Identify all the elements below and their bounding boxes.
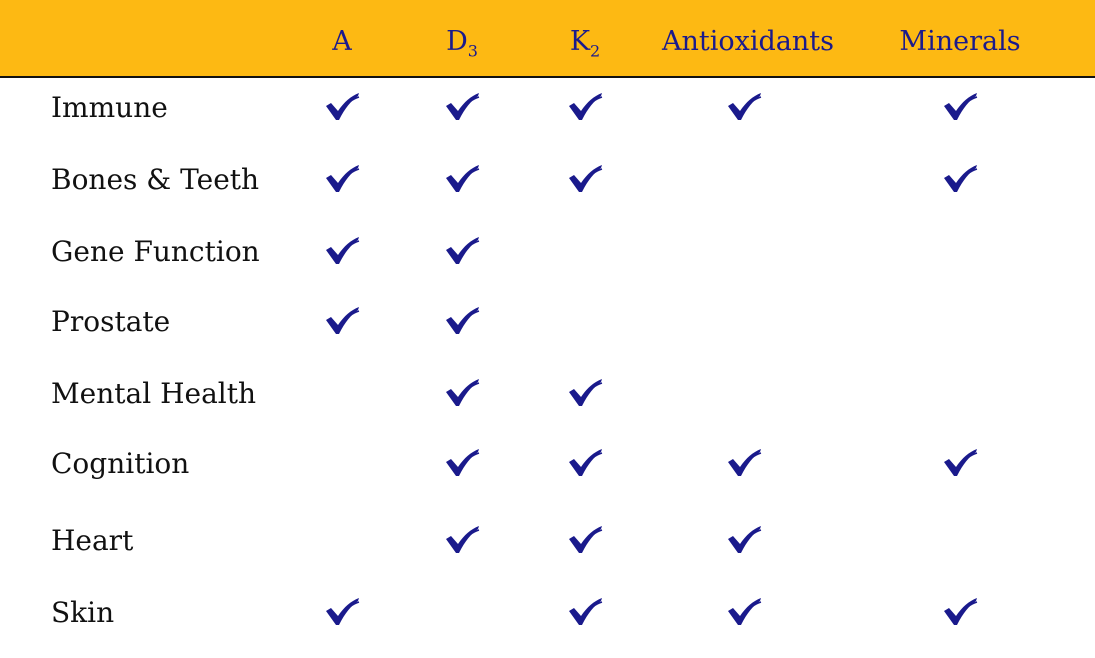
table-row: Immune [0, 88, 1095, 128]
checkmark-icon [567, 597, 603, 627]
table-row: Skin [0, 593, 1095, 633]
table-row: Prostate [0, 302, 1095, 342]
checkmark-icon [942, 597, 978, 627]
row-label: Heart [51, 524, 134, 557]
checkmark-icon [567, 448, 603, 478]
checkmark-icon [324, 164, 360, 194]
checkmark-icon [567, 164, 603, 194]
column-header-label: A [332, 26, 352, 57]
checkmark-icon [444, 236, 480, 266]
table-header: A D3 K2 Antioxidants Minerals [0, 0, 1095, 78]
column-header-label: Minerals [899, 26, 1021, 57]
table-row: Bones & Teeth [0, 160, 1095, 200]
checkmark-icon [324, 92, 360, 122]
checkmark-icon [444, 164, 480, 194]
column-header-label: K [569, 26, 590, 57]
checkmark-icon [726, 525, 762, 555]
column-header: A [332, 26, 352, 57]
column-header-subscript: 3 [467, 41, 478, 61]
column-header-label: D [446, 26, 468, 57]
table-row: Mental Health [0, 374, 1095, 414]
checkmark-icon [942, 448, 978, 478]
column-header: Minerals [899, 26, 1020, 57]
checkmark-icon [324, 236, 360, 266]
row-label: Skin [51, 596, 115, 629]
row-label: Mental Health [51, 377, 256, 410]
checkmark-icon [567, 525, 603, 555]
column-header-label: Antioxidants [662, 26, 834, 57]
checkmark-icon [324, 597, 360, 627]
row-label: Immune [51, 91, 168, 124]
checkmark-icon [324, 306, 360, 336]
checkmark-icon [942, 164, 978, 194]
checkmark-icon [444, 306, 480, 336]
checkmark-icon [444, 92, 480, 122]
table-row: Cognition [0, 444, 1095, 484]
checkmark-icon [444, 448, 480, 478]
checkmark-icon [567, 378, 603, 408]
row-label: Prostate [51, 305, 171, 338]
checkmark-icon [726, 92, 762, 122]
row-label: Gene Function [51, 235, 260, 268]
column-header-subscript: 2 [589, 41, 601, 61]
checkmark-icon [726, 597, 762, 627]
row-label: Bones & Teeth [51, 163, 260, 196]
table-row: Heart [0, 521, 1095, 561]
checkmark-icon [444, 525, 480, 555]
checkmark-icon [567, 92, 603, 122]
checkmark-icon [444, 378, 480, 408]
checkmark-icon [726, 448, 762, 478]
column-header: Antioxidants [662, 26, 834, 57]
checkmark-icon [942, 92, 978, 122]
table-row: Gene Function [0, 232, 1095, 272]
column-header: K2 [570, 26, 600, 60]
column-header: D3 [446, 26, 478, 60]
row-label: Cognition [51, 447, 190, 480]
